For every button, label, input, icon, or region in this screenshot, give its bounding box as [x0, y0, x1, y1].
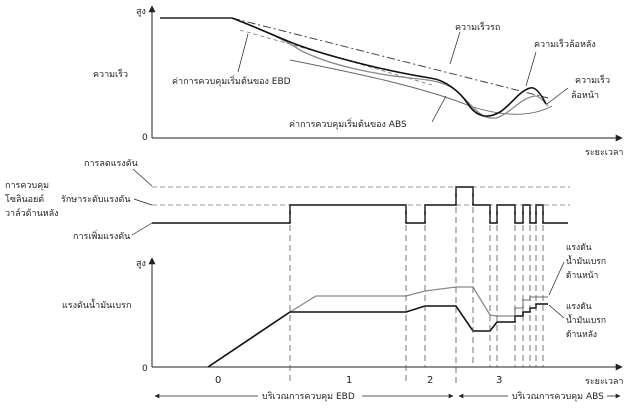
abs-start-leader [431, 95, 447, 123]
ebd-threshold-line [239, 29, 433, 86]
front-wheel-speed-line [231, 17, 549, 119]
region-arrows: บริเวณการควบคุม EBD บริเวณการควบคุม ABS [154, 391, 621, 402]
pressure-y-high: สูง [136, 259, 146, 269]
front-wheel-label-2: ล้อหน้า [571, 90, 599, 101]
abs-start-label: ค่าการควบคุมเริ่มต้นของ ABS [289, 117, 407, 130]
solenoid-title-2: โซลินอยด์ [5, 193, 44, 205]
hold-leader [133, 198, 153, 206]
speed-y-high: สูง [136, 7, 146, 17]
vehicle-speed-leader [449, 31, 461, 65]
solenoid-waveform [152, 186, 568, 224]
rear-wheel-label: ความเร็วล้อหลัง [534, 37, 596, 50]
vehicle-speed-label: ความเร็วรถ [455, 20, 500, 33]
rear-pressure-line [207, 303, 548, 368]
rear-wheel-leader [525, 51, 537, 87]
abs-region-label: บริเวณการควบคุม ABS [512, 391, 604, 402]
solenoid-title-1: การควบคุม [5, 181, 49, 191]
rear-pressure-label-3: ด้านหลัง [566, 329, 597, 340]
pressure-y-zero: 0 [142, 364, 148, 374]
ebd-start-label: ค่าการควบคุมเริ่มต้นของ EBD [172, 74, 291, 87]
abs-threshold-line [289, 59, 553, 115]
solenoid-title-3: วาล์วด้านหลัง [5, 207, 59, 219]
rear-pressure-label-1: แรงดัน [566, 302, 592, 312]
solenoid-chart: การควบคุม โซลินอยด์ วาล์วด้านหลัง การลดแ… [5, 159, 570, 242]
rear-pressure-label-2: น้ำมันเบรก [566, 314, 606, 326]
front-pressure-label-3: ด้านหน้า [566, 270, 598, 281]
zone-1: 1 [346, 375, 352, 386]
zone-3: 3 [496, 375, 502, 386]
reduce-leader [132, 168, 153, 187]
speed-x-label: ระยะเวลา [585, 148, 623, 158]
rear-pressure-leader [548, 304, 565, 319]
increase-label: การเพิ่มแรงดัน [73, 229, 130, 242]
speed-y-zero: 0 [142, 133, 148, 143]
zone-0: 0 [215, 375, 221, 386]
pressure-chart: สูง แรงดันน้ำมันเบรก 0 ระยะเวลา แรงดัน น… [62, 243, 623, 387]
ebd-start-leader [237, 33, 249, 73]
speed-y-label: ความเร็ว [93, 67, 128, 80]
speed-chart: สูง ความเร็ว 0 ระยะเวลา ความเร็วรถ ความเ… [93, 5, 623, 158]
ebd-region-label: บริเวณการควบคุม EBD [262, 391, 355, 402]
pressure-y-label: แรงดันน้ำมันเบรก [62, 298, 131, 311]
phase-lines [289, 187, 544, 383]
vehicle-speed-line [231, 17, 549, 99]
front-wheel-leader [546, 87, 569, 105]
hold-label: รักษาระดับแรงดัน [61, 195, 131, 205]
reduce-label: การลดแรงดัน [84, 159, 138, 169]
front-pressure-leader [548, 261, 565, 296]
front-pressure-label-1: แรงดัน [566, 243, 592, 253]
rear-wheel-speed-line [231, 17, 547, 117]
front-pressure-label-2: น้ำมันเบรก [566, 255, 606, 267]
increase-leader [131, 222, 153, 236]
front-wheel-label-1: ความเร็ว [575, 73, 610, 86]
zone-2: 2 [427, 375, 433, 386]
pressure-x-label: ระยะเวลา [585, 377, 623, 387]
